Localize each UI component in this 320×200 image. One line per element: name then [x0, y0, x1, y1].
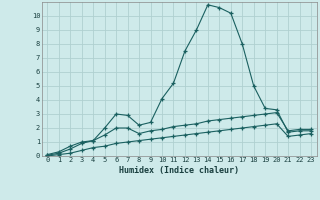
X-axis label: Humidex (Indice chaleur): Humidex (Indice chaleur) — [119, 166, 239, 175]
